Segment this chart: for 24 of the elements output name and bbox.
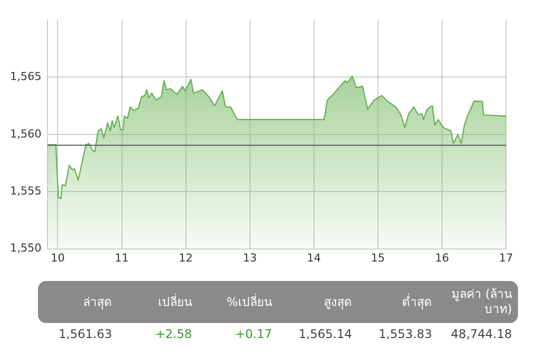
x-tick-label: 14 [306,251,321,264]
text: มูลค่า (ล้านบาท) [450,287,513,317]
text: 1,565.14 [298,327,353,341]
x-tick-label: 15 [370,251,385,264]
x-tick-label: 11 [114,251,129,264]
text: %เปลี่ยน [226,294,273,310]
x-tick-label: 16 [434,251,449,264]
x-tick-label: 17 [499,251,513,264]
text: +0.17 [234,327,273,341]
text: เปลี่ยน [157,294,193,310]
text: ต่ำสุด [401,294,433,310]
text: สูงสุด [323,294,353,310]
text: ล่าสุด [82,294,113,310]
y-tick-label: 1,555 [10,184,42,198]
x-tick-label: 10 [50,251,65,264]
x-tick-label: 13 [242,251,257,264]
text: +2.58 [154,327,193,341]
y-tick-label: 1,565 [10,70,42,84]
text: 48,744.18 [450,327,513,341]
text: 1,561.63 [58,327,113,341]
x-tick-label: 12 [178,251,193,264]
text: 1,553.83 [378,327,433,341]
y-tick-label: 1,560 [10,127,42,140]
y-tick-label: 1,550 [10,242,42,255]
